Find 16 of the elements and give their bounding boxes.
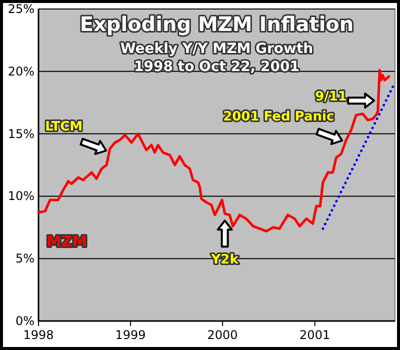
annotation: 9/11 [315,90,347,105]
y-tick-label: 15% [8,126,34,141]
text: Weekly Y/Y MZM Growth 1998 to Oct 22, 2001 [120,41,314,75]
y-tick-label: 5% [15,252,34,266]
chart-title: Exploding MZM Inflation [80,12,354,36]
y-tick-label: 20% [8,64,34,78]
x-tick-label: 2000 [207,328,238,342]
x-tick-label: 1998 [23,328,54,342]
annotation: 2001 Fed Panic [223,110,334,125]
y-tick-label: 10% [8,189,34,204]
series-label: MZM [46,232,88,251]
annotation: LTCM [45,120,83,135]
y-tick-label: 0% [15,314,34,328]
x-tick-label: 2001 [300,328,330,342]
x-tick-label: 1999 [115,328,146,342]
y-tick-label: 25% [8,2,34,16]
